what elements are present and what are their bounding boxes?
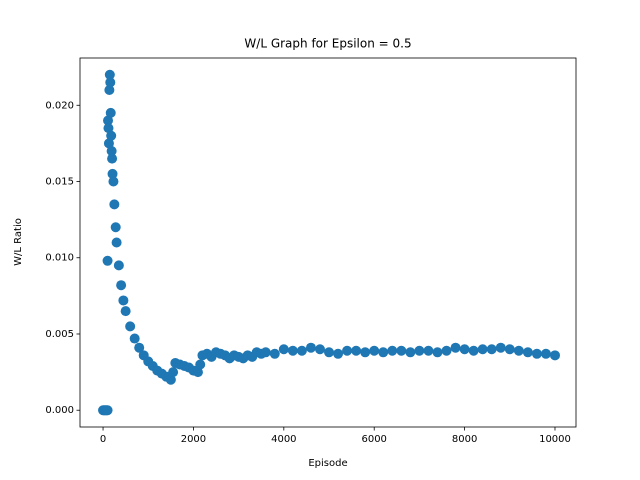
scatter-point bbox=[108, 176, 119, 187]
scatter-point bbox=[369, 345, 380, 356]
scatter-point bbox=[513, 345, 524, 356]
scatter-point bbox=[540, 348, 551, 359]
scatter-point bbox=[105, 107, 116, 118]
chart-title: W/L Graph for Epsilon = 0.5 bbox=[244, 37, 411, 51]
scatter-point bbox=[423, 345, 434, 356]
scatter-point bbox=[324, 347, 335, 358]
scatter-point bbox=[106, 146, 117, 157]
scatter-point bbox=[351, 345, 362, 356]
x-tick-label: 8000 bbox=[452, 434, 477, 445]
scatter-point bbox=[414, 345, 425, 356]
scatter-point bbox=[441, 345, 452, 356]
scatter-point bbox=[477, 344, 488, 355]
scatter-point bbox=[269, 348, 280, 359]
x-tick-label: 6000 bbox=[361, 434, 386, 445]
scatter-point bbox=[314, 344, 325, 355]
scatter-point bbox=[432, 347, 443, 358]
scatter-point bbox=[405, 347, 416, 358]
scatter-point bbox=[111, 237, 122, 248]
scatter-point bbox=[103, 115, 114, 126]
scatter-point bbox=[360, 347, 371, 358]
scatter-point bbox=[260, 347, 271, 358]
scatter-point bbox=[102, 405, 113, 416]
y-tick-label: 0.005 bbox=[45, 329, 74, 340]
scatter-point bbox=[342, 345, 353, 356]
scatter-point bbox=[549, 350, 560, 361]
scatter-point bbox=[120, 306, 131, 317]
scatter-point bbox=[378, 347, 389, 358]
y-tick-label: 0.010 bbox=[45, 253, 74, 264]
scatter-point bbox=[387, 345, 398, 356]
scatter-point bbox=[486, 344, 497, 355]
scatter-point bbox=[105, 77, 116, 88]
scatter-point bbox=[125, 321, 136, 332]
scatter-point bbox=[192, 367, 203, 378]
scatter-point bbox=[103, 123, 114, 134]
scatter-point bbox=[118, 295, 129, 306]
scatter-point bbox=[104, 69, 115, 80]
scatter-point bbox=[129, 333, 140, 344]
scatter-point bbox=[305, 342, 316, 353]
scatter-point bbox=[287, 345, 298, 356]
scatter-point bbox=[107, 168, 118, 179]
scatter-point bbox=[110, 222, 121, 233]
scatter-point bbox=[103, 138, 114, 149]
scatter-point bbox=[522, 347, 533, 358]
scatter-point bbox=[168, 367, 179, 378]
x-tick-label: 4000 bbox=[271, 434, 296, 445]
scatter-point bbox=[102, 255, 113, 266]
scatter-point bbox=[107, 153, 118, 164]
scatter-point bbox=[278, 344, 289, 355]
x-axis-label: Episode bbox=[308, 458, 347, 469]
scatter-point bbox=[113, 260, 124, 271]
y-tick-label: 0.015 bbox=[45, 177, 74, 188]
scatter-point bbox=[468, 345, 479, 356]
plot-area bbox=[98, 69, 560, 416]
scatter-point bbox=[504, 344, 515, 355]
axes-frame bbox=[79, 57, 577, 428]
scatter-point bbox=[450, 342, 461, 353]
scatter-point bbox=[165, 374, 176, 385]
scatter-point bbox=[459, 344, 470, 355]
scatter-point bbox=[106, 130, 117, 141]
scatter-point bbox=[104, 85, 115, 96]
scatter-point bbox=[116, 280, 127, 291]
scatter-point bbox=[296, 345, 307, 356]
scatter-point bbox=[134, 342, 145, 353]
x-tick-label: 2000 bbox=[181, 434, 206, 445]
scatter-point bbox=[195, 359, 206, 370]
y-axis-label: W/L Ratio bbox=[13, 218, 24, 266]
scatter-point bbox=[531, 348, 542, 359]
x-tick-label: 0 bbox=[100, 434, 106, 445]
scatter-point bbox=[333, 348, 344, 359]
x-tick-label: 10000 bbox=[539, 434, 571, 445]
scatter-point bbox=[109, 199, 120, 210]
scatter-point bbox=[396, 345, 407, 356]
y-tick-label: 0.020 bbox=[45, 100, 74, 111]
y-tick-label: 0.000 bbox=[45, 405, 74, 416]
scatter-point bbox=[495, 342, 506, 353]
